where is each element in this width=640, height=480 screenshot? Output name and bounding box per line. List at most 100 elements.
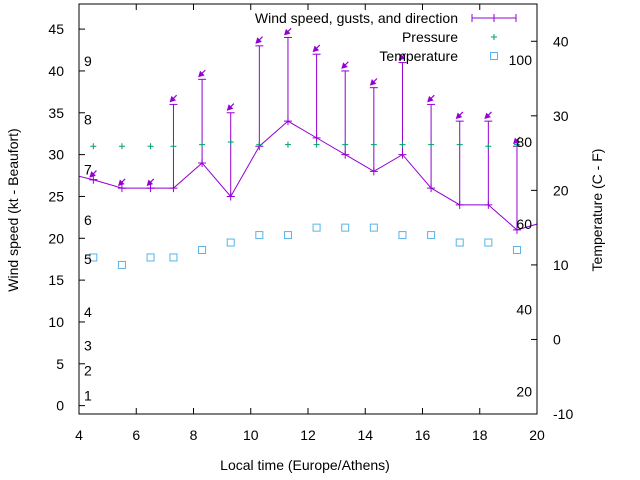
y-tick-label: 25 xyxy=(48,188,64,204)
legend-swatch-temperature xyxy=(490,52,498,60)
wind-speed-point xyxy=(398,150,407,159)
y-tick-label: 5 xyxy=(56,356,64,372)
temperature-point xyxy=(146,253,155,262)
x-tick-label: 12 xyxy=(300,427,316,443)
pressure-point xyxy=(399,141,406,148)
pressure-point xyxy=(370,141,377,148)
wind-direction-arrow xyxy=(226,103,235,111)
y2-tick-label: 30 xyxy=(553,108,569,124)
pressure-point xyxy=(256,141,263,148)
wind-speed-point xyxy=(89,175,98,184)
x-tick-label: 4 xyxy=(75,427,83,443)
pressure-point xyxy=(90,143,97,150)
wind-speed-point xyxy=(484,200,493,209)
wind-direction-arrow xyxy=(513,136,521,145)
temperature-point xyxy=(512,246,521,254)
y2-tick-label: 10 xyxy=(553,257,569,273)
temperature-point xyxy=(427,231,436,240)
beaufort-label: 4 xyxy=(84,304,92,320)
wind-speed-point xyxy=(226,192,235,201)
wind-direction-arrow xyxy=(398,52,407,61)
temperature-point xyxy=(283,231,292,240)
wind-direction-arrow xyxy=(146,178,155,187)
temperature-point xyxy=(369,223,378,232)
pressure-point xyxy=(118,143,125,150)
temperature-point xyxy=(484,238,493,247)
pressure-point xyxy=(227,139,234,146)
fahrenheit-label: 100 xyxy=(509,52,533,68)
beaufort-label: 6 xyxy=(84,212,92,228)
wind-speed-point xyxy=(146,184,155,193)
y-tick-label: 20 xyxy=(48,230,64,246)
wind-speed-point xyxy=(198,158,207,167)
x-axis-title: Local time (Europe/Athens) xyxy=(220,457,390,473)
temperature-point xyxy=(117,260,126,269)
wind-speed-point xyxy=(312,133,321,142)
wind-speed-point xyxy=(369,167,378,176)
y-tick-label: 35 xyxy=(48,105,64,121)
y-tick-label: 45 xyxy=(48,21,64,37)
legend-swatch-pressure xyxy=(491,34,497,40)
wind-direction-arrow xyxy=(255,36,263,44)
legend-label: Temperature xyxy=(379,48,458,64)
x-tick-label: 20 xyxy=(529,427,545,443)
fahrenheit-label: 80 xyxy=(516,134,532,150)
temperature-point xyxy=(198,246,207,254)
wind-direction-arrow xyxy=(484,111,492,120)
plot-frame xyxy=(78,3,538,415)
wind-direction-arrow xyxy=(169,94,178,103)
y2-tick-label: -10 xyxy=(553,406,573,422)
beaufort-label: 1 xyxy=(84,388,92,404)
y-axis-title: Wind speed (kt - Beaufort) xyxy=(5,128,21,291)
y2-tick-label: 0 xyxy=(553,331,561,347)
legend-label: Pressure xyxy=(402,29,458,45)
wind-direction-arrow xyxy=(89,170,97,178)
x-tick-label: 10 xyxy=(243,427,259,443)
pressure-point xyxy=(456,141,463,148)
y2-axis-title: Temperature (C - F) xyxy=(589,149,605,272)
wind-direction-arrow xyxy=(341,61,349,69)
fahrenheit-label: 20 xyxy=(516,384,532,400)
wind-direction-arrow xyxy=(118,178,126,187)
x-tick-label: 18 xyxy=(472,427,488,443)
wind-speed-point xyxy=(455,200,464,209)
beaufort-label: 9 xyxy=(84,53,92,69)
pressure-point xyxy=(147,143,154,150)
y2-tick-label: 40 xyxy=(553,33,569,49)
beaufort-label: 8 xyxy=(84,111,92,127)
temperature-point xyxy=(341,223,350,232)
y-tick-label: 10 xyxy=(48,314,64,330)
temperature-point xyxy=(169,253,178,262)
wind-direction-arrow xyxy=(455,111,464,120)
wind-speed-point xyxy=(283,117,292,126)
temperature-point xyxy=(398,231,407,240)
fahrenheit-label: 40 xyxy=(516,302,532,318)
y2-tick-label: 20 xyxy=(553,182,569,198)
x-tick-label: 8 xyxy=(190,427,198,443)
y-tick-label: 15 xyxy=(48,272,64,288)
legend-swatch-wind xyxy=(471,14,517,22)
y-tick-label: 40 xyxy=(48,63,64,79)
temperature-point xyxy=(312,223,321,232)
wind-speed-point xyxy=(512,225,521,234)
pressure-point xyxy=(313,141,320,148)
beaufort-label: 5 xyxy=(84,251,92,267)
beaufort-label: 2 xyxy=(84,362,92,378)
wind-direction-arrow xyxy=(198,69,206,78)
temperature-point xyxy=(89,253,98,262)
fahrenheit-label: 60 xyxy=(516,216,532,232)
pressure-point xyxy=(170,143,177,150)
pressure-point xyxy=(342,141,349,148)
wind-speed-point xyxy=(117,184,126,193)
pressure-point xyxy=(485,143,492,150)
beaufort-label: 3 xyxy=(84,337,92,353)
pressure-point xyxy=(284,141,291,148)
legend-label: Wind speed, gusts, and direction xyxy=(255,10,458,26)
y-tick-label: 0 xyxy=(56,398,64,414)
wind-direction-arrow xyxy=(369,78,378,86)
wind-direction-arrow xyxy=(312,44,321,53)
wind-speed-point xyxy=(341,150,350,159)
wind-speed-point xyxy=(427,184,436,193)
pressure-point xyxy=(199,141,206,148)
